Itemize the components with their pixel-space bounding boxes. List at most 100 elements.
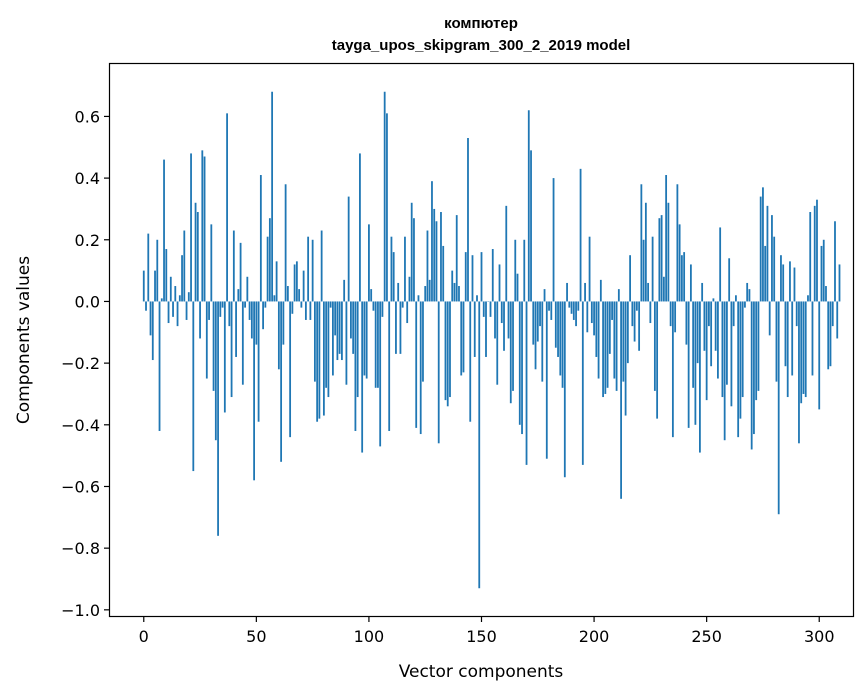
bar-43 — [239, 242, 242, 302]
y-tick-label-4: −0.2 — [61, 354, 100, 373]
bar-19 — [185, 301, 188, 320]
bar-195 — [581, 301, 584, 465]
bar-253 — [712, 298, 715, 302]
bar-125 — [424, 286, 427, 302]
bar-302 — [822, 239, 825, 302]
bar-167 — [518, 301, 521, 425]
bar-81 — [325, 301, 328, 388]
bar-70 — [300, 301, 303, 308]
bar-256 — [719, 227, 722, 302]
bar-69 — [298, 289, 301, 302]
bar-22 — [192, 301, 195, 472]
bar-17 — [181, 255, 183, 302]
bar-263 — [735, 295, 737, 302]
bar-134 — [444, 301, 447, 401]
bar-68 — [295, 261, 298, 302]
bar-10 — [165, 249, 168, 302]
bar-227 — [653, 301, 656, 391]
bar-216 — [629, 255, 631, 302]
bar-3 — [149, 301, 152, 336]
bar-241 — [685, 301, 688, 345]
bar-105 — [379, 301, 382, 447]
bar-84 — [332, 301, 334, 376]
bar-303 — [825, 286, 827, 302]
bar-297 — [811, 301, 814, 376]
bar-259 — [726, 301, 728, 385]
bar-116 — [404, 236, 406, 302]
bar-299 — [816, 199, 818, 302]
y-tick-label-5: 0.0 — [75, 292, 100, 311]
bar-246 — [696, 301, 699, 364]
bar-274 — [759, 196, 762, 302]
bar-1 — [145, 301, 147, 311]
bar-196 — [584, 282, 586, 302]
bar-4 — [151, 301, 154, 361]
bar-291 — [798, 301, 800, 444]
bar-29 — [208, 301, 210, 320]
bar-272 — [755, 301, 758, 401]
bar-242 — [687, 301, 690, 428]
bar-251 — [708, 301, 710, 327]
bar-206 — [606, 301, 609, 388]
bar-271 — [753, 301, 755, 435]
bar-224 — [647, 282, 650, 302]
bar-198 — [588, 236, 591, 302]
chart-title: компютер — [444, 15, 518, 32]
bar-215 — [626, 301, 629, 364]
bar-276 — [764, 245, 767, 302]
bar-223 — [644, 202, 647, 302]
chart-subtitle: tayga_upos_skipgram_300_2_2019 model — [332, 37, 631, 54]
bar-174 — [534, 301, 537, 370]
bar-39 — [230, 301, 233, 398]
bar-35 — [221, 301, 224, 308]
bar-203 — [599, 279, 602, 302]
bar-7 — [158, 301, 161, 431]
bar-41 — [235, 301, 237, 357]
bar-90 — [345, 301, 348, 385]
x-tick-label-50: 50 — [246, 627, 266, 646]
bar-282 — [777, 301, 780, 515]
bar-252 — [710, 301, 713, 367]
bar-305 — [829, 301, 832, 367]
plot-frame — [108, 62, 855, 618]
bar-162 — [507, 301, 510, 339]
bar-148 — [476, 295, 478, 302]
bar-267 — [744, 301, 746, 308]
bar-304 — [827, 301, 830, 370]
bar-112 — [395, 301, 397, 354]
bar-222 — [642, 239, 645, 302]
y-axis-label: Components values — [14, 256, 34, 424]
bar-147 — [473, 301, 476, 357]
y-tick-label-3: −0.4 — [61, 416, 100, 435]
bar-57 — [271, 91, 274, 302]
bar-238 — [678, 224, 681, 302]
bar-258 — [723, 301, 726, 441]
bar-212 — [620, 301, 622, 499]
bar-85 — [334, 301, 337, 336]
bar-36 — [223, 301, 226, 413]
bar-219 — [635, 301, 638, 311]
bar-38 — [228, 301, 231, 327]
bar-62 — [282, 301, 285, 345]
bar-135 — [446, 301, 449, 407]
bar-52 — [259, 175, 262, 302]
bar-287 — [789, 261, 791, 302]
bar-27 — [203, 156, 206, 302]
bar-26 — [201, 150, 204, 302]
bar-245 — [694, 301, 697, 425]
bar-285 — [784, 301, 787, 367]
bar-37 — [226, 113, 228, 302]
bar-275 — [762, 187, 764, 302]
bar-119 — [410, 202, 413, 302]
bar-235 — [671, 301, 674, 438]
bar-91 — [347, 196, 350, 302]
bar-77 — [316, 301, 319, 422]
y-tick-label-1: −0.8 — [61, 539, 100, 558]
bar-292 — [800, 301, 803, 404]
bar-233 — [667, 202, 670, 302]
bar-18 — [183, 230, 186, 302]
bar-61 — [280, 301, 283, 462]
bar-110 — [390, 236, 393, 302]
bar-13 — [172, 301, 174, 317]
bar-294 — [804, 301, 807, 398]
